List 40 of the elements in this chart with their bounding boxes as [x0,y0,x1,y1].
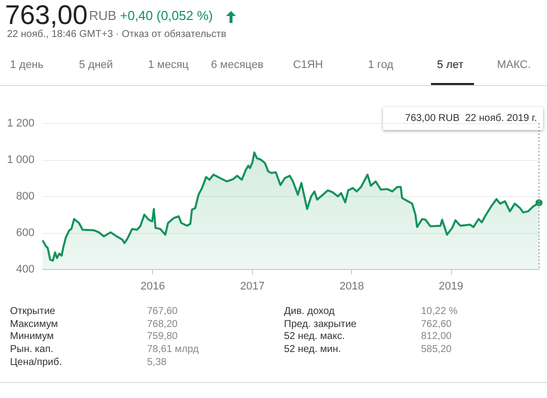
y-tick-label: 800 [16,190,34,202]
chart-subtitle: 22 нояб., 18:46 GMT+3 · Отказ от обязательств [7,29,226,40]
x-tick-label: 2019 [438,280,464,292]
text: C1ЯН [293,59,323,71]
text: Пред. закрытие [284,318,356,330]
text: 52 нед. мин. [284,344,341,356]
text: +0,40 (0,052 %) [120,8,213,23]
text: 762,60 [421,318,452,330]
text: 1 месяц [148,59,189,71]
text: МАКС. [497,59,531,71]
text: Минимум [10,331,54,342]
text: RUB [89,8,116,23]
x-tick-label: 2017 [240,280,265,292]
text: Рын. кап. [10,344,54,356]
text: 5,38 [147,356,166,368]
text: 5 лет [437,59,464,71]
text: 768,20 [147,318,178,330]
text: 767,60 [147,306,178,317]
x-tick-label: 2018 [339,280,364,292]
text: 812,00 [421,331,452,342]
text: 759,80 [147,331,178,342]
text: 78,61 млрд [147,344,199,356]
y-tick-label: 1 000 [6,154,34,166]
text: Див. доход [284,306,335,317]
text: Открытие [10,306,56,317]
chart-title: 763,00 [5,0,88,30]
x-tick-label: 2016 [140,280,165,292]
y-tick-label: 400 [16,264,34,276]
annotation: 763,00 RUB 22 нояб. 2019 г. [404,112,537,126]
text: 585,20 [421,344,452,356]
text: 6 месяцев [211,59,264,71]
text: 52 нед. макс. [284,331,345,342]
text: 1 день [10,59,44,71]
y-tick-label: 1 200 [6,118,34,130]
text: Цена/приб. [10,356,62,368]
text: 1 год [368,59,394,71]
y-tick-label: 600 [16,227,34,239]
text: Максимум [10,318,58,330]
text: 5 дней [79,59,113,71]
text: 10,22 % [421,306,458,317]
